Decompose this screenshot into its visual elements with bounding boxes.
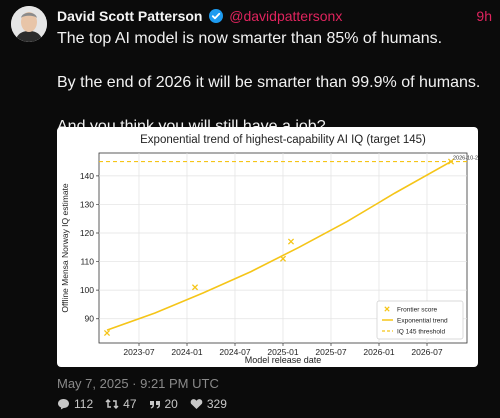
y-tick-label: 120 — [80, 228, 94, 238]
retweet-icon — [105, 398, 119, 410]
legend-label: Frontier score — [397, 307, 437, 314]
data-point — [287, 238, 295, 245]
y-tick-label: 100 — [80, 285, 94, 295]
legend-label: IQ 145 threshold — [397, 329, 445, 336]
x-tick-label: 2024-07 — [219, 347, 250, 357]
tweet-text: The top AI model is now smarter than 85%… — [57, 28, 487, 138]
retweet-count: 47 — [123, 397, 137, 411]
tweet-stats: 112 47 20 329 — [57, 397, 227, 411]
author-name[interactable]: David Scott Patterson — [57, 8, 203, 24]
tweet-header: David Scott Patterson @davidpattersonx 9… — [57, 8, 492, 26]
y-tick-label: 110 — [80, 257, 94, 267]
like-count: 329 — [206, 397, 227, 411]
avatar[interactable] — [11, 6, 47, 42]
reply-count: 112 — [74, 397, 94, 411]
x-tick-label: 2026-01 — [363, 347, 394, 357]
verified-badge-icon — [209, 9, 224, 26]
tweet-timestamp[interactable]: May 7, 2025 · 9:21 PM UTC — [57, 376, 219, 391]
trend-line — [106, 160, 452, 331]
x-tick-label: 2024-01 — [171, 347, 202, 357]
reply-icon — [58, 399, 69, 410]
x-tick-label: 2026-07 — [411, 347, 442, 357]
legend — [376, 300, 464, 340]
avatar-image — [11, 6, 47, 42]
legend-marker-scatter — [384, 306, 390, 312]
data-point — [103, 329, 111, 337]
quote-icon — [149, 401, 160, 409]
legend-label: Exponential trend — [397, 318, 448, 325]
x-tick-label: 2025-01 — [267, 347, 298, 357]
chart: 90 100 110 120 130 140 2023-07 2024-01 2024-07 20… — [60, 134, 478, 365]
y-axis-label: Offline Mensa Norway IQ estimate — [60, 183, 70, 313]
annotation-label: 2026-10-26 — [453, 156, 478, 162]
x-axis-label: Model release date — [245, 355, 322, 365]
data-point — [191, 284, 199, 291]
attached-chart-image[interactable]: 90 100 110 120 130 140 2023-07 2024-01 2024-07 20… — [57, 127, 478, 367]
author-handle[interactable]: @davidpattersonx — [229, 8, 343, 24]
x-tick-label: 2023-07 — [123, 347, 154, 357]
like-button[interactable]: 329 — [190, 397, 227, 411]
y-tick-label: 130 — [80, 199, 94, 209]
data-point — [279, 255, 287, 262]
x-tick-label: 2025-07 — [315, 347, 346, 357]
target-point — [447, 158, 455, 165]
retweet-button[interactable]: 47 — [105, 397, 137, 411]
heart-icon — [190, 399, 203, 409]
chart-title: Exponential trend of highest-capability … — [140, 134, 426, 146]
time-ago[interactable]: 9h — [476, 8, 492, 24]
quote-count: 20 — [164, 397, 178, 411]
tweet-paragraph: By the end of 2026 it will be smarter th… — [57, 74, 481, 91]
tweet-paragraph: The top AI model is now smarter than 85%… — [57, 30, 443, 47]
quote-button[interactable]: 20 — [149, 397, 178, 411]
reply-button[interactable]: 112 — [57, 397, 93, 411]
y-tick-label: 90 — [85, 314, 95, 324]
y-tick-label: 140 — [80, 171, 94, 181]
